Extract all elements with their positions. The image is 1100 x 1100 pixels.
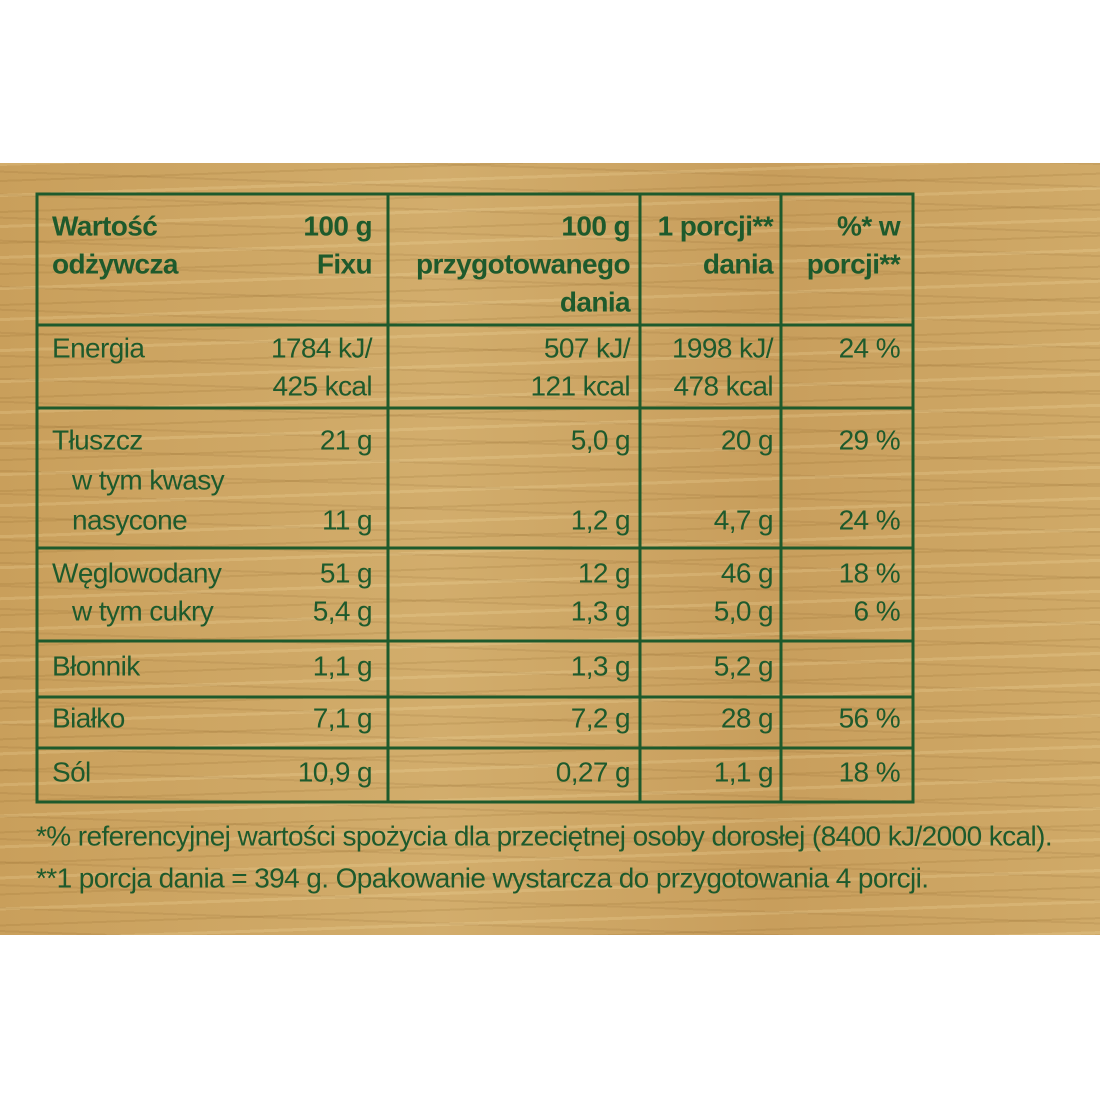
nutrient-name: Białko xyxy=(52,702,125,733)
header-text: przygotowanego xyxy=(416,248,631,279)
nutrient-name: Węglowodany xyxy=(52,557,222,588)
nutrient-value: 121 kcal xyxy=(531,370,631,401)
nutrient-value: 6 % xyxy=(854,595,900,626)
header-text: 1 porcji** xyxy=(658,210,774,241)
nutrient-value: 46 g xyxy=(721,557,773,588)
nutrient-name: w tym kwasy xyxy=(71,464,225,495)
nutrient-value: 51 g xyxy=(320,557,372,588)
nutrient-value: 1,3 g xyxy=(571,650,630,681)
nutrient-value: 24 % xyxy=(839,332,900,363)
header-text: Fixu xyxy=(317,248,372,279)
nutrient-value: 478 kcal xyxy=(674,370,774,401)
nutrient-value: 28 g xyxy=(721,702,773,733)
nutrient-value: 20 g xyxy=(721,424,773,455)
nutrient-value: 10,9 g xyxy=(298,756,372,787)
nutrient-name: Sól xyxy=(52,756,91,787)
nutrient-value: 1,3 g xyxy=(571,595,630,626)
nutrient-name: Energia xyxy=(52,332,145,363)
header-text: 100 g xyxy=(303,210,372,241)
header-text: odżywcza xyxy=(52,248,179,279)
nutrient-value: 12 g xyxy=(578,557,630,588)
nutrient-value: 0,27 g xyxy=(556,756,630,787)
nutrient-value: 4,7 g xyxy=(714,504,773,535)
nutrient-value: 21 g xyxy=(320,424,372,455)
nutrient-value: 425 kcal xyxy=(273,370,373,401)
nutrient-value: 1,1 g xyxy=(714,756,773,787)
nutrient-name: Błonnik xyxy=(52,650,141,681)
footnote: *% referencyjnej wartości spożycia dla p… xyxy=(36,820,1052,851)
nutrient-name: nasycone xyxy=(72,504,187,535)
nutrient-value: 5,4 g xyxy=(313,595,372,626)
nutrient-value: 11 g xyxy=(322,504,372,535)
nutrient-value: 1784 kJ/ xyxy=(271,332,373,363)
nutrient-value: 24 % xyxy=(839,504,900,535)
header-text: Wartość xyxy=(52,210,157,241)
nutrient-value: 1,1 g xyxy=(313,650,372,681)
table-border xyxy=(35,192,915,804)
nutrient-value: 507 kJ/ xyxy=(544,332,631,363)
nutrient-value: 5,0 g xyxy=(714,595,773,626)
nutrient-name: Tłuszcz xyxy=(52,424,143,455)
header-text: dania xyxy=(703,248,774,279)
header-text: porcji** xyxy=(807,248,901,279)
nutrient-value: 1998 kJ/ xyxy=(672,332,774,363)
header-text: 100 g xyxy=(561,210,630,241)
footnote: **1 porcja dania = 394 g. Opakowanie wys… xyxy=(36,862,928,893)
nutrient-value: 18 % xyxy=(839,756,900,787)
nutrient-name: w tym cukry xyxy=(71,595,214,626)
nutrient-value: 1,2 g xyxy=(571,504,630,535)
nutrient-value: 29 % xyxy=(839,424,900,455)
header-text: %* w xyxy=(837,210,901,241)
nutrient-value: 18 % xyxy=(839,557,900,588)
nutrient-value: 5,0 g xyxy=(571,424,630,455)
header-text: dania xyxy=(560,286,631,317)
nutrient-value: 7,1 g xyxy=(313,702,372,733)
nutrient-value: 56 % xyxy=(839,702,900,733)
nutrient-value: 7,2 g xyxy=(571,702,630,733)
nutrient-value: 5,2 g xyxy=(714,650,773,681)
